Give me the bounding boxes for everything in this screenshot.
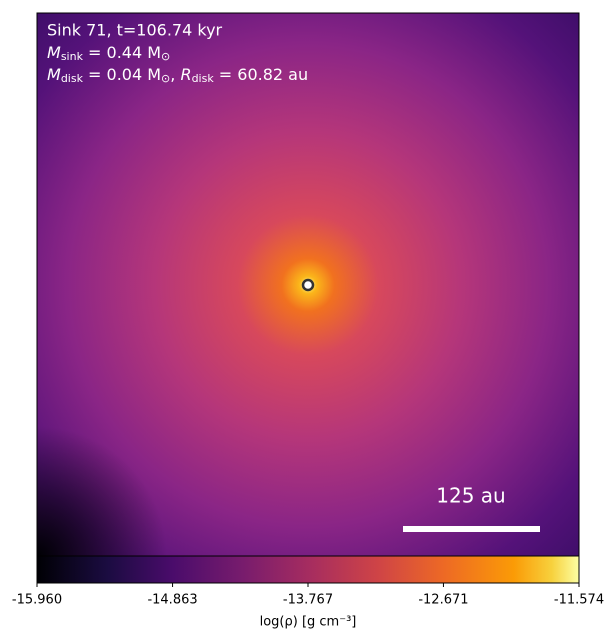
annotation: Sink 71, t=106.74 kyr bbox=[47, 21, 223, 40]
colorbar-label: log(ρ) [g cm⁻³] bbox=[260, 615, 357, 630]
colorbar-tick-label: -11.574 bbox=[554, 593, 604, 608]
colorbar-tick-label: -12.671 bbox=[418, 593, 468, 608]
annotation: Mdisk = 0.04 M⊙, Rdisk = 60.82 au bbox=[47, 65, 308, 86]
colorbar-tick-label: -15.960 bbox=[12, 593, 62, 608]
scale-bar-label: 125 au bbox=[436, 484, 505, 508]
colorbar bbox=[36, 555, 580, 584]
sink-marker bbox=[301, 278, 315, 292]
annotation: Msink = 0.44 M⊙ bbox=[47, 43, 170, 64]
scale-bar bbox=[403, 526, 540, 532]
colorbar-tick-label: -14.863 bbox=[147, 593, 197, 608]
colorbar-tick-label: -13.767 bbox=[283, 593, 333, 608]
